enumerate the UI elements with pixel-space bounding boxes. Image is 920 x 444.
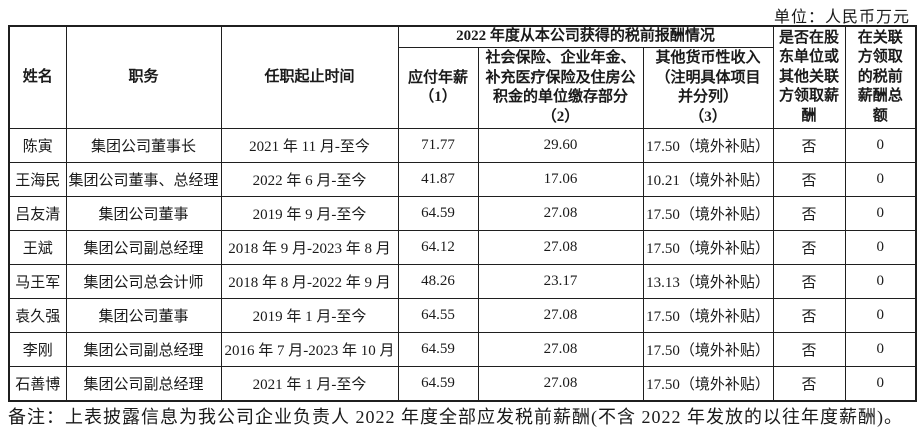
cell-salary: 64.12: [397, 230, 479, 265]
cell-related-pay: 否: [772, 196, 846, 231]
table-row: 吕友清 集团公司董事 2019 年 9 月-至今 64.59 27.08 17.…: [8, 196, 917, 231]
table-row: 王斌 集团公司副总经理 2018 年 9 月-2023 年 8 月 64.12 …: [8, 230, 917, 265]
table-row: 李刚 集团公司副总经理 2016 年 7 月-2023 年 10 月 64.59…: [8, 332, 917, 367]
cell-related-pay: 否: [772, 128, 846, 163]
col-header-social: 社会保险、企业年金、 补充医疗保险及住房公 积金的单位缴存部分 （2）: [477, 47, 644, 129]
cell-other-income: 17.50（境外补贴）: [642, 230, 774, 265]
cell-position: 集团公司董事: [65, 298, 222, 333]
cell-position: 集团公司副总经理: [65, 332, 222, 367]
cell-social: 17.06: [477, 162, 644, 197]
table-row: 石善博 集团公司副总经理 2021 年 1 月-至今 64.59 27.08 1…: [8, 366, 917, 402]
cell-salary: 64.59: [397, 196, 479, 231]
cell-social: 29.60: [477, 128, 644, 163]
cell-social: 23.17: [477, 264, 644, 299]
cell-related-pay: 否: [772, 230, 846, 265]
cell-name: 石善博: [8, 366, 67, 402]
col-header-position: 职务: [65, 25, 222, 129]
cell-position: 集团公司董事: [65, 196, 222, 231]
cell-related-total: 0: [844, 128, 917, 163]
cell-related-pay: 否: [772, 366, 846, 402]
cell-related-total: 0: [844, 264, 917, 299]
col-header-salary: 应付年薪 （1）: [397, 47, 479, 129]
cell-name: 马王军: [8, 264, 67, 299]
cell-related-pay: 否: [772, 162, 846, 197]
cell-other-income: 17.50（境外补贴）: [642, 128, 774, 163]
cell-salary: 64.59: [397, 332, 479, 367]
cell-salary: 41.87: [397, 162, 479, 197]
table-row: 王海民 集团公司董事、总经理 2022 年 6 月-至今 41.87 17.06…: [8, 162, 917, 197]
cell-position: 集团公司副总经理: [65, 366, 222, 402]
cell-other-income: 13.13（境外补贴）: [642, 264, 774, 299]
header-group-row: 姓名 职务 任职起止时间 2022 年度从本公司获得的税前报酬情况 是否在股 东…: [8, 25, 917, 129]
cell-social: 27.08: [477, 332, 644, 367]
col-header-name: 姓名: [8, 25, 67, 129]
cell-term: 2022 年 6 月-至今: [220, 162, 399, 197]
cell-term: 2021 年 11 月-至今: [220, 128, 399, 163]
cell-social: 27.08: [477, 298, 644, 333]
cell-position: 集团公司总会计师: [65, 264, 222, 299]
compensation-table: 姓名 职务 任职起止时间 2022 年度从本公司获得的税前报酬情况 是否在股 东…: [8, 25, 917, 402]
cell-term: 2019 年 1 月-至今: [220, 298, 399, 333]
cell-term: 2018 年 9 月-2023 年 8 月: [220, 230, 399, 265]
cell-related-pay: 否: [772, 264, 846, 299]
cell-other-income: 17.50（境外补贴）: [642, 366, 774, 402]
cell-position: 集团公司董事长: [65, 128, 222, 163]
table-row: 马王军 集团公司总会计师 2018 年 8 月-2022 年 9 月 48.26…: [8, 264, 917, 299]
cell-name: 李刚: [8, 332, 67, 367]
cell-salary: 48.26: [397, 264, 479, 299]
col-header-related-pay: 是否在股 东单位或 其他关联 方领取薪 酬: [772, 25, 846, 129]
table-header: 姓名 职务 任职起止时间 2022 年度从本公司获得的税前报酬情况 是否在股 东…: [8, 25, 917, 129]
cell-related-pay: 否: [772, 298, 846, 333]
cell-name: 陈寅: [8, 128, 67, 163]
unit-label: 单位：人民币万元: [773, 9, 910, 26]
cell-related-total: 0: [844, 298, 917, 333]
cell-related-total: 0: [844, 162, 917, 197]
cell-name: 王斌: [8, 230, 67, 265]
cell-social: 27.08: [477, 196, 644, 231]
cell-term: 2016 年 7 月-2023 年 10 月: [220, 332, 399, 367]
header-sub-row: 应付年薪 （1） 社会保险、企业年金、 补充医疗保险及住房公 积金的单位缴存部分…: [9, 47, 916, 129]
cell-term: 2019 年 9 月-至今: [220, 196, 399, 231]
cell-salary: 71.77: [397, 128, 479, 163]
cell-social: 27.08: [477, 230, 644, 265]
col-header-comp-group: 2022 年度从本公司获得的税前报酬情况: [397, 25, 774, 48]
cell-position: 集团公司董事、总经理: [65, 162, 222, 197]
cell-related-pay: 否: [772, 332, 846, 367]
cell-social: 27.08: [477, 366, 644, 402]
table-body: 陈寅 集团公司董事长 2021 年 11 月-至今 71.77 29.60 17…: [8, 128, 917, 402]
cell-name: 吕友清: [8, 196, 67, 231]
cell-term: 2021 年 1 月-至今: [220, 366, 399, 402]
table-row: 袁久强 集团公司董事 2019 年 1 月-至今 64.55 27.08 17.…: [8, 298, 917, 333]
cell-other-income: 17.50（境外补贴）: [642, 298, 774, 333]
footnote: 备注：上表披露信息为我公司企业负责人 2022 年度全部应发税前薪酬(不含 20…: [8, 407, 903, 427]
cell-related-total: 0: [844, 196, 917, 231]
cell-related-total: 0: [844, 366, 917, 402]
cell-related-total: 0: [844, 332, 917, 367]
cell-name: 袁久强: [8, 298, 67, 333]
cell-salary: 64.55: [397, 298, 479, 333]
cell-position: 集团公司副总经理: [65, 230, 222, 265]
cell-other-income: 17.50（境外补贴）: [642, 196, 774, 231]
col-header-term: 任职起止时间: [220, 25, 399, 129]
cell-related-total: 0: [844, 230, 917, 265]
cell-name: 王海民: [8, 162, 67, 197]
table-row: 陈寅 集团公司董事长 2021 年 11 月-至今 71.77 29.60 17…: [8, 128, 917, 163]
cell-salary: 64.59: [397, 366, 479, 402]
cell-other-income: 10.21（境外补贴）: [642, 162, 774, 197]
col-header-related-total: 在关联 方领取 的税前 薪酬总 额: [844, 25, 917, 129]
cell-term: 2018 年 8 月-2022 年 9 月: [220, 264, 399, 299]
col-header-other: 其他货币性收入 （注明具体项目 并分列） （3）: [642, 47, 774, 129]
cell-other-income: 17.50（境外补贴）: [642, 332, 774, 367]
